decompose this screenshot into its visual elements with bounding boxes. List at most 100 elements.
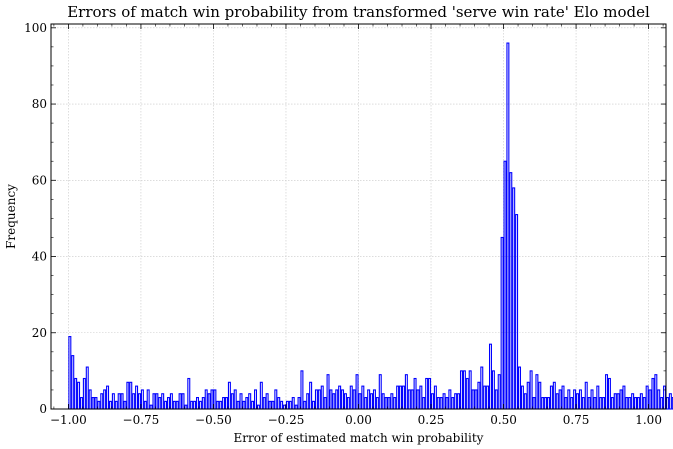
- histogram-bar: [639, 393, 643, 410]
- histogram-bar: [671, 397, 673, 410]
- histogram-bar: [172, 400, 176, 410]
- histogram-bar: [155, 393, 159, 410]
- histogram-bar: [631, 393, 635, 410]
- histogram-bar: [329, 389, 333, 410]
- histogram-bar: [645, 385, 649, 410]
- histogram-bar: [175, 400, 179, 410]
- histogram-bar: [520, 385, 524, 410]
- histogram-bar: [320, 385, 324, 410]
- histogram-bar: [660, 397, 664, 410]
- histogram-bar: [564, 397, 568, 410]
- histogram-bar: [74, 377, 78, 410]
- histogram-bar: [181, 393, 185, 410]
- histogram-bar: [552, 381, 556, 410]
- histogram-bar: [570, 397, 574, 410]
- histogram-bar: [459, 370, 463, 410]
- histogram-bar: [497, 374, 501, 410]
- histogram-bar: [613, 393, 617, 410]
- histogram-bar: [277, 397, 281, 410]
- histogram-bar: [578, 389, 582, 410]
- histogram-bar: [94, 397, 98, 410]
- histogram-bar: [483, 385, 487, 410]
- histogram-bar: [268, 400, 272, 410]
- histogram-bar: [79, 397, 83, 410]
- histogram-bar: [657, 389, 661, 410]
- histogram-bar: [486, 385, 490, 410]
- histogram-bar: [544, 397, 548, 410]
- histogram-bar: [312, 400, 316, 410]
- histogram-bar: [140, 389, 144, 410]
- histogram-bar: [654, 374, 658, 410]
- histogram-bar: [164, 400, 168, 410]
- histogram-bar: [245, 397, 249, 410]
- histogram-bar: [166, 397, 170, 410]
- histogram-bar: [143, 400, 147, 410]
- histogram-bar: [370, 393, 374, 410]
- histogram-bar: [390, 393, 394, 410]
- histogram-bar: [149, 404, 153, 410]
- histogram-bar: [378, 374, 382, 410]
- histogram-bar: [619, 389, 623, 410]
- histogram-bar: [326, 374, 330, 410]
- histogram-bar: [381, 393, 385, 410]
- histogram-bar: [433, 385, 437, 410]
- histogram-bar: [462, 370, 466, 410]
- x-axis-label: Error of estimated match win probability: [234, 431, 484, 445]
- histogram-bar: [187, 377, 191, 410]
- histogram-bar: [451, 397, 455, 410]
- histogram-bar: [526, 381, 530, 410]
- histogram-bar: [509, 172, 513, 410]
- histogram-bar: [346, 397, 350, 410]
- histogram-bar: [126, 381, 130, 410]
- histogram-bar: [120, 393, 124, 410]
- histogram-bar: [271, 400, 275, 410]
- chart-title: Errors of match win probability from tra…: [67, 3, 650, 21]
- histogram-bar: [343, 393, 347, 410]
- histogram-bar: [665, 397, 669, 410]
- x-tick-label: −0.25: [268, 413, 305, 427]
- histogram-bar: [338, 385, 342, 410]
- histogram-bar: [152, 393, 156, 410]
- histogram-bar: [616, 393, 620, 410]
- histogram-bar: [335, 389, 339, 410]
- histogram-bar: [111, 393, 115, 410]
- histogram-bar: [114, 400, 118, 410]
- histogram-bar: [372, 389, 376, 410]
- histogram-bar: [219, 400, 223, 410]
- histogram-bar: [573, 389, 577, 410]
- histogram-bar: [352, 389, 356, 410]
- histogram-bar: [425, 377, 429, 410]
- histogram-bar: [161, 393, 165, 410]
- x-tick-label: −0.75: [123, 413, 160, 427]
- histogram-bar: [384, 397, 388, 410]
- histogram-bar: [259, 381, 263, 410]
- histogram-bar: [317, 389, 321, 410]
- histogram-bar: [294, 404, 298, 410]
- x-tick-label: 0.25: [418, 413, 445, 427]
- histogram-bar: [515, 214, 519, 410]
- y-axis-label: Frequency: [4, 184, 18, 249]
- histogram-bar: [503, 160, 507, 410]
- histogram-bar: [651, 377, 655, 410]
- histogram-bar: [500, 236, 504, 410]
- histogram-bar: [355, 374, 359, 410]
- histogram-bar: [100, 393, 104, 410]
- histogram-bar: [158, 397, 162, 410]
- histogram-bar: [474, 389, 478, 410]
- histogram-bar: [184, 404, 188, 410]
- histogram-bar: [593, 397, 597, 410]
- histogram-bar: [314, 389, 318, 410]
- histogram-bar: [413, 377, 417, 410]
- histogram-bar: [204, 389, 208, 410]
- histogram-bar: [251, 400, 255, 410]
- y-tick-label: 80: [32, 97, 47, 111]
- histogram-bar: [401, 385, 405, 410]
- histogram-bar: [584, 381, 588, 410]
- histogram-bar: [248, 393, 252, 410]
- histogram-bar: [169, 393, 173, 410]
- histogram-bar: [506, 42, 510, 410]
- histogram-bar: [636, 397, 640, 410]
- histogram-bar: [396, 385, 400, 410]
- histogram-bar: [642, 397, 646, 410]
